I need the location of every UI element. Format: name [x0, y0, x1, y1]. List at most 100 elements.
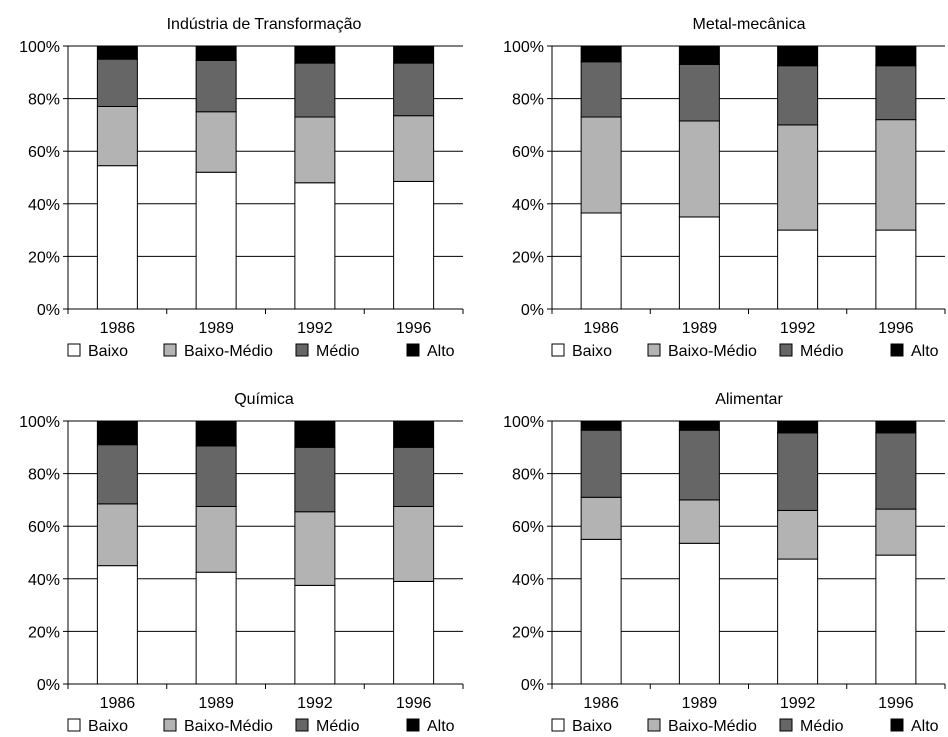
y-tick-label: 100% — [503, 414, 544, 431]
bar-segment-baixo-médio — [875, 508, 917, 556]
legend-swatch-alto — [890, 718, 904, 732]
bar-segment-baixo — [777, 558, 819, 685]
legend-label: Médio — [316, 718, 360, 735]
legend-swatch-médio — [779, 343, 793, 357]
legend-label: Baixo-Médio — [184, 718, 273, 735]
bar-segment-baixo-médio — [294, 116, 336, 184]
legend-swatch-médio — [779, 718, 793, 732]
bar-segment-baixo-médio — [195, 505, 237, 573]
bar-segment-alto — [678, 45, 720, 65]
legend: Baixo Baixo-Médio Médio Alto — [551, 343, 939, 360]
bar-segment-médio — [875, 65, 917, 121]
legend-swatch-baixo-médio — [647, 343, 661, 357]
y-tick-label: 100% — [19, 414, 60, 431]
bar-segment-baixo — [580, 212, 622, 310]
bar-segment-baixo — [195, 171, 237, 310]
legend-swatch-baixo-médio — [163, 718, 177, 732]
bar-segment-baixo-médio — [875, 119, 917, 231]
y-tick-label: 0% — [37, 302, 60, 319]
chart-panel-2: Química 0% 20% 40% 60% 80% 100% 1986 1989 1992 199… — [19, 391, 464, 735]
x-tick-label: 1986 — [583, 695, 619, 712]
bar-segment-médio — [195, 445, 237, 507]
legend-label: Baixo — [88, 343, 128, 360]
bar-segment-baixo-médio — [580, 496, 622, 540]
bar-segment-baixo — [777, 229, 819, 310]
chart-panel-3: Alimentar 0% 20% 40% 60% 80% 100% 1986 1989 1992 1… — [503, 391, 946, 735]
y-tick-label: 0% — [37, 677, 60, 694]
bar-segment-médio — [678, 63, 720, 122]
x-tick-label: 1992 — [297, 320, 333, 337]
chart-title: Metal-mecânica — [693, 16, 806, 33]
bar-segment-médio — [294, 446, 336, 513]
bar-segment-baixo-médio — [96, 105, 138, 167]
bar-segment-alto — [96, 45, 138, 60]
bar-segment-alto — [875, 420, 917, 434]
x-tick-label: 1989 — [682, 695, 718, 712]
y-tick-label: 80% — [512, 92, 544, 109]
bar-segment-baixo-médio — [777, 124, 819, 231]
bar-segment-alto — [393, 45, 435, 64]
bar-segment-médio — [393, 62, 435, 117]
x-tick-label: 1992 — [297, 695, 333, 712]
bar-segment-médio — [294, 62, 336, 118]
bar-segment-alto — [777, 420, 819, 434]
legend-swatch-alto — [890, 343, 904, 357]
bar-segment-baixo — [195, 571, 237, 685]
y-tick-label: 60% — [28, 519, 60, 536]
y-tick-label: 60% — [512, 519, 544, 536]
y-tick-label: 40% — [512, 572, 544, 589]
bar-segment-baixo-médio — [777, 509, 819, 560]
bar-segment-baixo — [678, 542, 720, 685]
bar-segment-baixo-médio — [678, 120, 720, 218]
bar-segment-alto — [875, 45, 917, 67]
bar-segment-baixo — [678, 216, 720, 310]
bar-segment-baixo-médio — [294, 511, 336, 586]
y-tick-label: 20% — [28, 249, 60, 266]
bar-segment-baixo — [580, 538, 622, 685]
legend-label: Médio — [800, 718, 844, 735]
bar-segment-alto — [678, 420, 720, 431]
legend-label: Baixo-Médio — [668, 343, 757, 360]
legend-swatch-baixo — [67, 718, 81, 732]
legend-label: Alto — [427, 343, 455, 360]
x-tick-label: 1996 — [878, 695, 914, 712]
legend-label: Médio — [800, 343, 844, 360]
bar-segment-alto — [393, 420, 435, 448]
legend-label: Baixo — [572, 718, 612, 735]
legend-label: Baixo — [88, 718, 128, 735]
y-tick-label: 20% — [512, 249, 544, 266]
chart-title: Alimentar — [715, 391, 783, 408]
y-tick-label: 20% — [28, 624, 60, 641]
x-tick-label: 1992 — [780, 320, 816, 337]
bar-segment-baixo — [875, 554, 917, 685]
y-tick-label: 100% — [503, 39, 544, 56]
legend: Baixo Baixo-Médio Médio Alto — [551, 718, 939, 735]
y-tick-label: 60% — [28, 144, 60, 161]
bar-segment-alto — [580, 45, 622, 63]
bar-segment-baixo — [96, 165, 138, 310]
legend-label: Baixo-Médio — [668, 718, 757, 735]
y-tick-label: 40% — [28, 572, 60, 589]
bar-segment-baixo — [875, 229, 917, 310]
x-tick-label: 1986 — [583, 320, 619, 337]
chart-panel-0: Indústria de Transformação 0% 20% 40% 60% 80%… — [19, 16, 464, 360]
bar-segment-baixo-médio — [393, 505, 435, 582]
bar-segment-alto — [96, 420, 138, 446]
x-tick-label: 1986 — [100, 695, 136, 712]
bar-segment-médio — [777, 65, 819, 126]
legend-swatch-baixo-médio — [647, 718, 661, 732]
bar-segment-médio — [580, 429, 622, 498]
chart-panel-1: Metal-mecânica 0% 20% 40% 60% 80% 100% 1986 1989… — [503, 16, 946, 360]
bar-segment-médio — [195, 59, 237, 113]
bar-segment-médio — [96, 444, 138, 505]
bar-segment-alto — [294, 45, 336, 64]
y-tick-label: 100% — [19, 39, 60, 56]
y-tick-label: 80% — [512, 467, 544, 484]
x-tick-label: 1989 — [682, 320, 718, 337]
legend: Baixo Baixo-Médio Médio Alto — [67, 718, 455, 735]
x-tick-label: 1989 — [198, 695, 234, 712]
legend-swatch-baixo — [551, 718, 565, 732]
bar-segment-baixo — [294, 584, 336, 685]
bar-segment-médio — [580, 61, 622, 118]
